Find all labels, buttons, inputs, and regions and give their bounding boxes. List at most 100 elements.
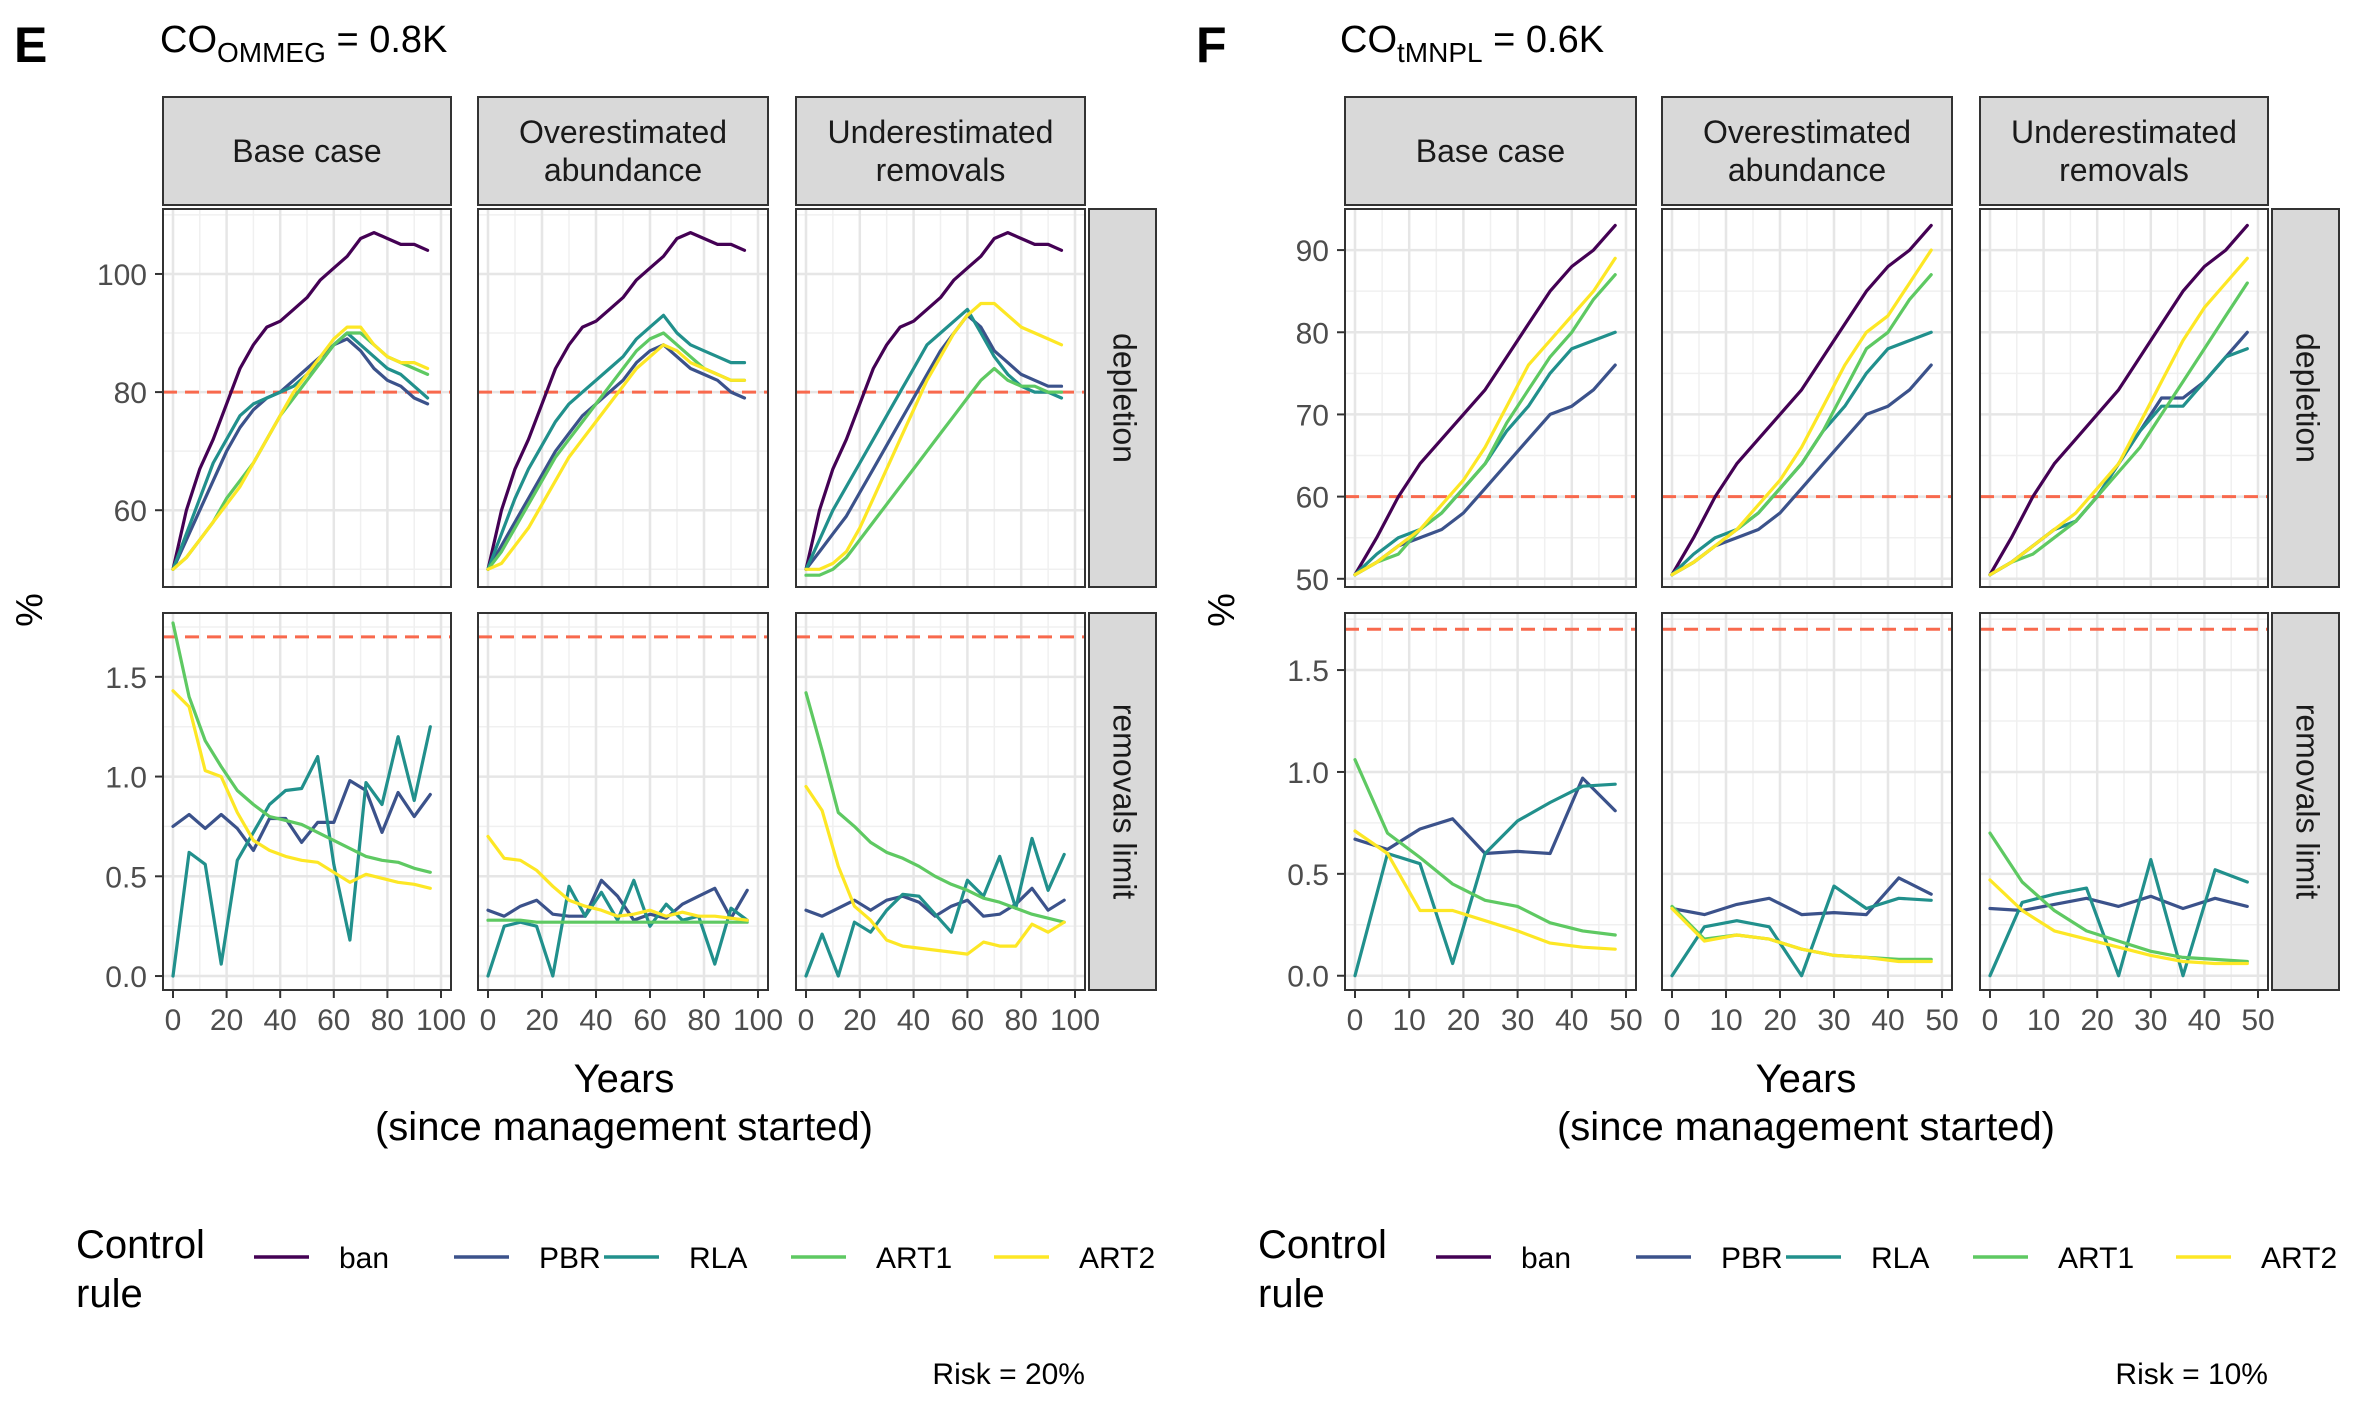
x-tick-label: 60 — [951, 1004, 984, 1037]
series-line-ban — [1670, 223, 1933, 577]
series-line-ban — [171, 231, 430, 571]
legend-label: ART2 — [1079, 1242, 1155, 1275]
x-tick-label: 50 — [2241, 1004, 2274, 1037]
facet-label: abundance — [1728, 152, 1886, 188]
row-label: removals limit — [2290, 704, 2326, 900]
x-axis-label-sub: (since management started) — [1557, 1105, 2055, 1149]
series-line-pbr — [486, 878, 749, 922]
facet-label: Base case — [232, 133, 381, 169]
x-tick-label: 30 — [1501, 1004, 1534, 1037]
series-line-ban — [1988, 223, 2249, 577]
x-tick-label: 30 — [1817, 1004, 1850, 1037]
legend-item-pbr: PBR — [1636, 1242, 1783, 1275]
facet-label: removals — [876, 152, 1006, 188]
y-tick-label: 0.5 — [105, 861, 147, 894]
row-strip — [2271, 612, 2340, 991]
series-line-ban — [804, 231, 1064, 571]
series-line-art2 — [1353, 829, 1617, 951]
x-tick-label: 80 — [687, 1004, 720, 1037]
panel-letter: E — [14, 17, 47, 73]
legend: Control rule ban PBR RLA ART1 ART2 — [76, 1223, 1155, 1316]
x-tick-label: 20 — [210, 1004, 243, 1037]
series-line-art2 — [1353, 256, 1617, 577]
legend-item-ban: ban — [254, 1242, 389, 1275]
series-line-rla — [486, 313, 747, 571]
x-tick-label: 20 — [525, 1004, 558, 1037]
x-tick-label: 80 — [371, 1004, 404, 1037]
facet-panel-e-1-1: 0 20 40 60 80 100 — [477, 612, 783, 1037]
x-tick-label: 40 — [1871, 1004, 1904, 1037]
facet-label: removals — [2059, 152, 2189, 188]
y-tick-label: 1.0 — [105, 762, 147, 795]
x-tick-label: 10 — [2027, 1004, 2060, 1037]
panel-border — [1344, 208, 1637, 588]
series-line-art1 — [1353, 758, 1617, 937]
series-line-art2 — [1670, 906, 1933, 964]
series-line-pbr — [1670, 876, 1933, 917]
facet-panel-f-0-2 — [1979, 208, 2269, 588]
x-tick-label: 10 — [1709, 1004, 1742, 1037]
panel-f: F COtMNPL = 0.6K Base case Overestimatedabu… — [1196, 17, 2340, 1391]
y-tick-label: 100 — [97, 259, 147, 292]
panel-border — [1979, 208, 2269, 588]
series-line-pbr — [804, 313, 1064, 571]
panel-border — [795, 208, 1086, 588]
series-line-rla — [1353, 782, 1617, 978]
facet-strip — [795, 96, 1086, 206]
x-axis-label: Years — [574, 1057, 675, 1101]
legend: Control rule ban PBR RLA ART1 ART2 — [1258, 1223, 2337, 1316]
legend-title: rule — [76, 1272, 143, 1316]
risk-caption: Risk = 20% — [932, 1358, 1085, 1391]
x-tick-label: 50 — [1609, 1004, 1642, 1037]
legend-item-art1: ART1 — [1973, 1242, 2134, 1275]
facet-label: abundance — [544, 152, 702, 188]
series-line-art2 — [171, 689, 432, 890]
y-tick-label: 50 — [1296, 564, 1329, 597]
series-line-art2 — [804, 784, 1066, 956]
x-tick-label: 0 — [1664, 1004, 1681, 1037]
series-line-art1 — [804, 691, 1066, 924]
x-tick-label: 40 — [1555, 1004, 1588, 1037]
x-tick-label: 30 — [2134, 1004, 2167, 1037]
series-line-art1 — [1988, 831, 2249, 964]
series-line-art2 — [486, 834, 749, 922]
series-line-pbr — [171, 778, 432, 853]
panel-border — [1661, 612, 1953, 991]
y-tick-label: 60 — [1296, 482, 1329, 515]
facet-panel-e-1-2: 0 20 40 60 80 100 — [795, 612, 1100, 1037]
facet-panel-e-1-0: 0 20 40 60 80 100 — [162, 612, 466, 1037]
legend-label: ART1 — [876, 1242, 952, 1275]
facet-panel-e-0-1 — [477, 208, 769, 588]
series-line-art2 — [804, 301, 1064, 571]
risk-caption: Risk = 10% — [2115, 1358, 2268, 1391]
panel-border — [477, 612, 769, 991]
legend-item-art2: ART2 — [994, 1242, 1155, 1275]
legend-title: rule — [1258, 1272, 1325, 1316]
series-line-art1 — [804, 366, 1064, 577]
legend-label: ban — [1521, 1242, 1571, 1275]
series-line-rla — [1670, 884, 1933, 978]
panel-border — [477, 208, 769, 588]
x-tick-label: 100 — [733, 1004, 783, 1037]
x-tick-label: 40 — [2188, 1004, 2221, 1037]
series-line-art2 — [1988, 878, 2249, 966]
y-tick-label: 80 — [1296, 317, 1329, 350]
legend-title: Control — [1258, 1223, 1387, 1267]
legend-item-art2: ART2 — [2176, 1242, 2337, 1275]
y-tick-label: 1.0 — [1287, 757, 1329, 790]
panel-border — [1344, 612, 1637, 991]
facet-label: Underestimated — [2011, 114, 2237, 150]
series-line-art2 — [1670, 248, 1933, 577]
y-axis-label: % — [1201, 593, 1243, 627]
row-label: removals limit — [1107, 704, 1143, 900]
series-line-rla — [1988, 857, 2249, 978]
y-tick-label: 80 — [114, 377, 147, 410]
row-strip — [2271, 208, 2340, 588]
x-tick-label: 80 — [1005, 1004, 1038, 1037]
facet-label: Overestimated — [1703, 114, 1911, 150]
panel-border — [1661, 208, 1953, 588]
panel-letter: F — [1196, 17, 1227, 73]
series-line-ban — [486, 231, 747, 571]
series-line-rla — [804, 836, 1066, 978]
panel-border — [162, 612, 452, 991]
